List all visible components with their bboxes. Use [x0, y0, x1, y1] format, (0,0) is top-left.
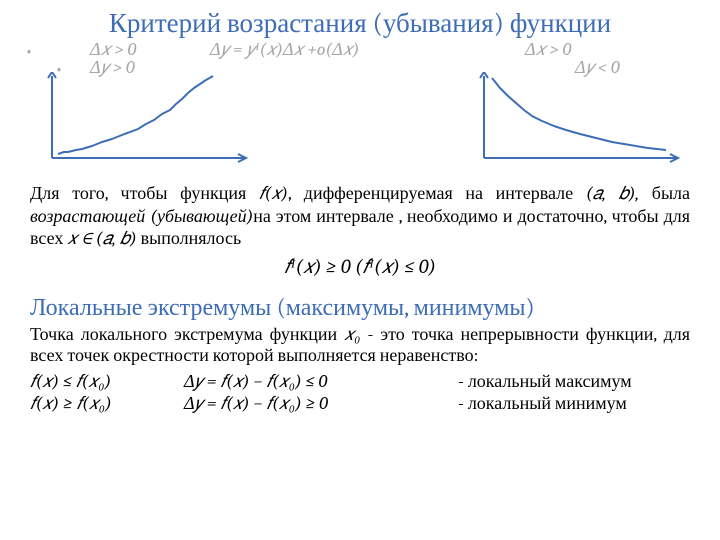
para2-x0: 𝑥₀ — [344, 324, 360, 345]
chart-increasing-svg — [38, 72, 258, 167]
para1-xin: 𝑥 ∈ (𝑎, 𝑏) — [67, 228, 136, 249]
local-min-desc: - локальный минимум — [458, 393, 627, 414]
para1-fx: 𝑓(𝑥) — [259, 183, 288, 204]
para2-a: Точка локального экстремума функции — [30, 324, 344, 345]
local-min-lhs: 𝑓(𝑥) ≥ 𝑓(𝑥₀) — [30, 393, 180, 414]
local-max-line: 𝑓(𝑥) ≤ 𝑓(𝑥₀) Δ𝑦 = 𝑓(𝑥) − 𝑓(𝑥₀) ≤ 0 - лок… — [30, 371, 690, 392]
slide: Критерий возрастания (убывания) функции … — [0, 8, 720, 540]
para1-ab: (𝑎, 𝑏), — [586, 183, 639, 204]
middle-expr: Δ𝑦 = 𝑦ᴵ(𝑥)Δ𝑥 +o(Δ𝑥) — [210, 39, 359, 60]
subheading-extrema: Локальные экстремумы (максимумы, минимум… — [30, 293, 690, 322]
criterion-equation: 𝑓ᴵ(𝑥) ≥ 0 (𝑓ᴵ(𝑥) ≤ 0) — [30, 255, 690, 279]
local-max-mid: Δ𝑦 = 𝑓(𝑥) − 𝑓(𝑥₀) ≤ 0 — [184, 371, 454, 392]
bullet-dot-1: • — [25, 41, 33, 62]
chart-decreasing-svg — [470, 72, 690, 167]
chart-increasing — [38, 72, 258, 171]
chart-decreasing — [470, 72, 690, 171]
local-max-desc: - локальный максимум — [458, 371, 632, 392]
local-min-line: 𝑓(𝑥) ≥ 𝑓(𝑥₀) Δ𝑦 = 𝑓(𝑥) − 𝑓(𝑥₀) ≥ 0 - лок… — [30, 393, 690, 414]
para1-a: Для того, чтобы функция — [30, 183, 259, 204]
page-title: Критерий возрастания (убывания) функции — [30, 8, 690, 39]
para1-em: возрастающей (убывающей) — [30, 206, 253, 227]
extrema-paragraph: Точка локального экстремума функции 𝑥₀ -… — [30, 324, 690, 367]
para1-c: была — [639, 183, 690, 204]
right-dx-label: Δ𝑥 > 0 — [525, 39, 571, 60]
charts-row — [30, 72, 690, 167]
local-max-lhs: 𝑓(𝑥) ≤ 𝑓(𝑥₀) — [30, 371, 180, 392]
criterion-paragraph: Для того, чтобы функция 𝑓(𝑥), дифференци… — [30, 183, 690, 251]
para1-e: выполнялось — [137, 228, 241, 249]
local-min-mid: Δ𝑦 = 𝑓(𝑥) − 𝑓(𝑥₀) ≥ 0 — [184, 393, 454, 414]
para1-b: , дифференцируемая на интервале — [288, 183, 586, 204]
